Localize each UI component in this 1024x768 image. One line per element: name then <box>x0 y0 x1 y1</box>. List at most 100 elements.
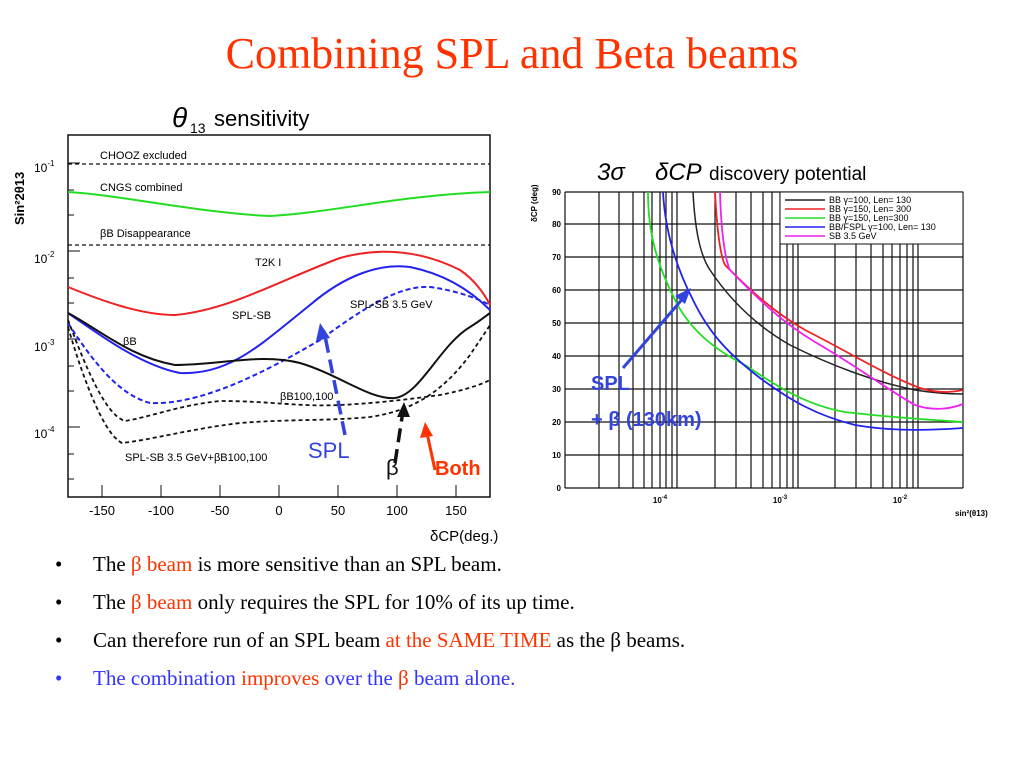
beta-b-label: βB <box>123 336 137 348</box>
bullet-dot: • <box>55 628 63 652</box>
left-x-tick: 0 <box>275 503 282 518</box>
t2k-label: T2K I <box>255 257 281 269</box>
cngs-curve <box>67 191 491 218</box>
combined-curve <box>67 324 491 444</box>
right-plot-legend-entries: BB γ=100, Len= 130 BB γ=150, Len= 300 BB… <box>785 195 936 241</box>
left-plot-title-sub: 13 <box>190 120 206 136</box>
blue-curve <box>662 191 964 431</box>
spl-arrowhead <box>316 323 330 341</box>
right-y-tick: 50 <box>552 319 561 328</box>
beta-b-100-curve <box>67 319 491 422</box>
right-y-tick: 60 <box>552 286 561 295</box>
right-y-tick: 10 <box>552 451 561 460</box>
left-plot-ylabel: Sin²2θ13 <box>12 172 27 225</box>
bullet-item: • The β beam is more sensitive than an S… <box>55 552 995 576</box>
both-annotation: Both <box>435 458 481 480</box>
right-plot-title-text: discovery potential <box>709 164 866 185</box>
legend-entry: SB 3.5 GeV <box>829 231 877 241</box>
right-plot-xlabel: sin²(θ13) <box>955 509 988 518</box>
bullet-part: as the β beams. <box>551 628 686 652</box>
t2k-curve <box>67 250 491 317</box>
bullet-dot: • <box>55 590 63 614</box>
spl-beta-arrowhead <box>675 288 691 304</box>
legend-entry: BB γ=100, Len= 130 <box>829 195 911 205</box>
spl-sb-label: SPL-SB <box>232 310 271 322</box>
right-plot-ylabel: δCP (deg) <box>530 184 539 222</box>
bullet-dot: • <box>55 552 63 576</box>
right-x-tick: 10-4 <box>653 495 668 505</box>
left-y-tick: 10-1 <box>34 159 55 175</box>
left-x-tick: 150 <box>445 503 467 518</box>
chooz-label: CHOOZ excluded <box>100 150 187 162</box>
left-plot-title-text: sensitivity <box>214 106 309 131</box>
bullet-part: improves <box>241 666 320 690</box>
magenta-curve <box>719 191 964 410</box>
right-y-tick: 30 <box>552 385 561 394</box>
dcp-discovery-plot: 3σ δCP discovery potential δCP (deg) <box>530 159 988 518</box>
bullet-part: The <box>93 552 131 576</box>
left-plot-x-tick-labels: -150 -100 -50 0 50 100 150 <box>89 503 467 518</box>
right-plot-x-tick-labels: 10-4 10-3 10-2 <box>653 495 908 505</box>
combined-label: SPL-SB 3.5 GeV+βB100,100 <box>125 452 267 464</box>
legend-entry: BB γ=150, Len=300 <box>829 213 909 223</box>
left-plot-y-tick-labels: 10-1 10-2 10-3 10-4 <box>34 159 55 441</box>
bullet-part: β beam <box>130 552 193 576</box>
left-y-tick: 10-3 <box>34 338 55 354</box>
beta-b-100-label: βB100,100 <box>280 391 333 403</box>
left-x-tick: 50 <box>331 503 345 518</box>
bullet-part: over the <box>319 666 399 690</box>
bullet-item: • Can therefore run of an SPL beam at th… <box>55 628 995 652</box>
both-arrowhead <box>420 422 433 438</box>
bullet-list: • The β beam is more sensitive than an S… <box>55 552 995 704</box>
spl-arrow <box>322 330 347 436</box>
right-x-tick: 10-3 <box>773 495 788 505</box>
both-arrow <box>425 432 437 471</box>
bullet-part: only requires the SPL for 10% of its up … <box>192 590 575 614</box>
legend-entry: BB/FSPL γ=100, Len= 130 <box>829 222 936 232</box>
right-y-tick: 90 <box>552 188 561 197</box>
bullet-dot: • <box>55 666 63 690</box>
bullet-part: beam alone. <box>408 666 516 690</box>
left-plot-xlabel: δCP(deg.) <box>430 528 498 545</box>
right-y-tick: 0 <box>557 484 562 493</box>
bullet-part: The combination <box>93 666 242 690</box>
beta-b-curve <box>67 312 491 400</box>
right-y-tick: 70 <box>552 253 561 262</box>
right-y-tick: 80 <box>552 220 561 229</box>
left-y-tick: 10-4 <box>34 425 55 441</box>
bullet-part: is more sensitive than an SPL beam. <box>192 552 502 576</box>
theta13-sensitivity-plot: θ 13 sensitivity Sin²2θ13 10-1 10-2 10-3… <box>12 102 498 545</box>
left-x-tick: -50 <box>211 503 230 518</box>
spl-beta-arrow <box>621 295 687 369</box>
beta-disappearance-label: βB Disappearance <box>100 228 191 240</box>
bullet-item: • The β beam only requires the SPL for 1… <box>55 590 995 614</box>
bullet-item: • The combination improves over the β be… <box>55 666 995 690</box>
right-x-tick: 10-2 <box>893 495 908 505</box>
spl-beta-annotation-line2: + β (130km) <box>591 409 702 431</box>
spl-beta-annotation-line1: SPL <box>591 373 630 395</box>
right-plot-title-delta: δCP <box>655 159 702 186</box>
bullet-part: The <box>93 590 131 614</box>
left-x-tick: 100 <box>386 503 408 518</box>
left-plot-x-ticks <box>101 485 457 497</box>
left-x-tick: -100 <box>148 503 174 518</box>
legend-entry: BB γ=150, Len= 300 <box>829 204 911 214</box>
right-plot-title-sigma: 3σ <box>597 159 626 186</box>
right-y-tick: 20 <box>552 418 561 427</box>
left-plot-y-ticks <box>68 162 80 480</box>
right-y-tick: 40 <box>552 352 561 361</box>
left-x-tick: -150 <box>89 503 115 518</box>
cngs-label: CNGS combined <box>100 182 183 194</box>
beta-arrowhead <box>397 402 410 417</box>
bullet-part: at the SAME TIME <box>385 628 552 652</box>
left-y-tick: 10-2 <box>34 250 55 266</box>
beta-arrow <box>393 410 405 464</box>
right-plot-y-tick-labels: 90 80 70 60 50 40 30 20 10 0 <box>552 188 561 493</box>
spl-annotation: SPL <box>308 438 350 463</box>
beta-annotation: β <box>386 455 399 480</box>
bullet-part: β beam <box>130 590 193 614</box>
left-plot-title-symbol: θ <box>172 102 187 133</box>
bullet-part: Can therefore run of an SPL beam <box>93 628 386 652</box>
spl-sb-35-label: SPL-SB 3.5 GeV <box>350 299 433 311</box>
black-curve <box>692 191 964 395</box>
